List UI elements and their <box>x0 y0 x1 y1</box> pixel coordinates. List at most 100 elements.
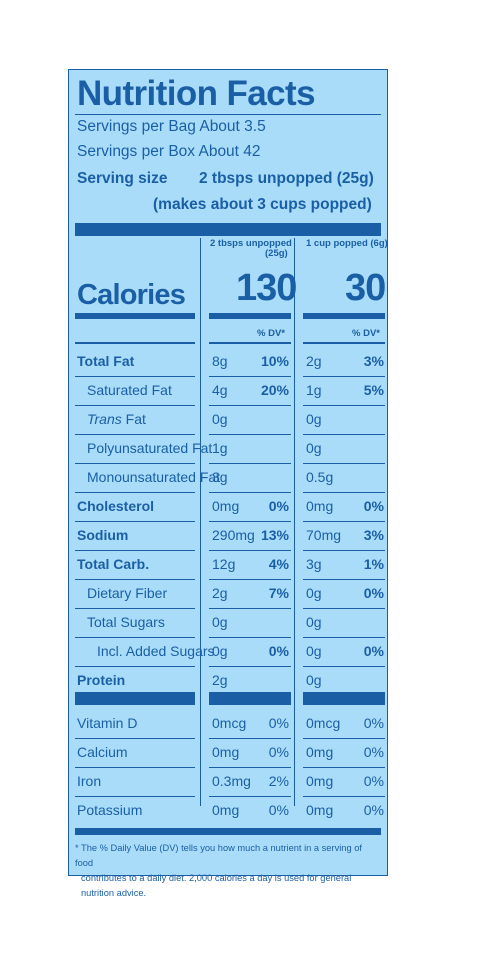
row-rule-left <box>75 608 195 609</box>
nutrient-name: Protein <box>77 672 126 688</box>
nutrient-dv-col2: 5% <box>363 382 384 398</box>
nutrient-amount-col1: 1g <box>212 440 228 456</box>
nutrient-name: Total Sugars <box>87 614 165 630</box>
row-rule-col2 <box>303 492 385 493</box>
vitamin-amount-col1: 0mg <box>212 802 240 818</box>
nutrient-name: Total Carb. <box>77 556 150 572</box>
row-rule-col2 <box>303 666 385 667</box>
nutrient-amount-col2: 0g <box>306 643 322 659</box>
footnote-line-1: * The % Daily Value (DV) tells you how m… <box>75 843 362 868</box>
vitamin-amount-col2: 0mg <box>306 773 334 789</box>
nutrition-facts-panel: Nutrition Facts Servings per Bag About 3… <box>68 69 388 898</box>
nutrient-amount-col2: 0g <box>306 585 322 601</box>
row-rule-left <box>75 492 195 493</box>
row-rule-col2 <box>303 463 385 464</box>
footnote: * The % Daily Value (DV) tells you how m… <box>75 841 381 901</box>
nutrient-amount-col1: 8g <box>212 353 228 369</box>
vit-rule-col1 <box>209 767 291 768</box>
vitamin-dv-col1: 2% <box>268 773 289 789</box>
nutrient-amount-col1: 0g <box>212 614 228 630</box>
nutrient-amount-col2: 0.5g <box>306 469 334 485</box>
nutrient-amount-col1: 12g <box>212 556 236 572</box>
row-rule-col2 <box>303 521 385 522</box>
nutrient-dv-col2: 1% <box>363 556 384 572</box>
row-rule-col1 <box>209 405 291 406</box>
nutrient-name: Polyunsaturated Fat <box>87 440 213 456</box>
row-rule-left <box>75 579 195 580</box>
serving-size-note: (makes about 3 cups popped) <box>153 196 372 213</box>
nutrient-dv-col1: 0% <box>268 643 289 659</box>
vitamin-amount-col2: 0mg <box>306 802 334 818</box>
nutrient-amount-col2: 70mg <box>306 527 342 543</box>
row-rule-left <box>75 666 195 667</box>
dv-rule-col1 <box>209 342 291 344</box>
row-rule-col2 <box>303 637 385 638</box>
col1-header-weight: (25g) <box>265 248 288 259</box>
title-rule <box>75 114 381 115</box>
nutrient-dv-col1: 7% <box>268 585 289 601</box>
vitamin-dv-col1: 0% <box>268 802 289 818</box>
nutrient-amount-col2: 0mg <box>306 498 334 514</box>
vit-rule-col1 <box>209 738 291 739</box>
vitamin-dv-col2: 0% <box>363 715 384 731</box>
nutrient-amount-col2: 3g <box>306 556 322 572</box>
vit-rule-col2 <box>303 767 385 768</box>
serving-size-value: 2 tbsps unpopped (25g) <box>199 170 374 187</box>
footnote-rule <box>75 828 381 835</box>
nutrient-name: Saturated Fat <box>87 382 172 398</box>
servings-per-bag: Servings per Bag About 3.5 <box>77 118 266 135</box>
footnote-line-2: contributes to a daily diet. 2,000 calor… <box>81 873 352 898</box>
nutrient-dv-col1: 10% <box>260 353 289 369</box>
divider-2 <box>294 238 295 806</box>
row-rule-col2 <box>303 405 385 406</box>
vitamin-name: Vitamin D <box>77 715 138 731</box>
dv-label-col2: % DV* <box>352 328 380 339</box>
vitamin-dv-col2: 0% <box>363 773 384 789</box>
row-rule-col1 <box>209 376 291 377</box>
divider-1 <box>200 238 201 806</box>
dv-rule-col2 <box>303 342 385 344</box>
nutrient-name-italic: Trans <box>87 411 122 427</box>
vitamin-dv-col2: 0% <box>363 744 384 760</box>
nutrient-dv-col2: 3% <box>363 353 384 369</box>
nutrient-amount-col1: 0g <box>212 643 228 659</box>
nutrient-amount-col2: 0g <box>306 411 322 427</box>
row-rule-col2 <box>303 434 385 435</box>
nutrient-amount-col2: 1g <box>306 382 322 398</box>
nutrient-amount-col1: 2g <box>212 672 228 688</box>
vitamin-amount-col1: 0mcg <box>212 715 247 731</box>
vitamin-name: Calcium <box>77 744 128 760</box>
nutrient-name: Incl. Added Sugars <box>97 643 215 659</box>
vit-rule-col1 <box>209 796 291 797</box>
nutrient-amount-col1: 2g <box>212 585 228 601</box>
dv-rule-left <box>75 342 195 344</box>
row-rule-col1 <box>209 521 291 522</box>
row-rule-col2 <box>303 376 385 377</box>
vitamin-amount-col1: 0.3mg <box>212 773 251 789</box>
vit-rule-left <box>75 796 195 797</box>
col1-header: 2 tbsps unpopped <box>210 238 292 249</box>
nutrient-dv-col2: 0% <box>363 498 384 514</box>
col2-header: 1 cup popped (6g) <box>306 238 388 249</box>
row-rule-col1 <box>209 463 291 464</box>
nutrient-amount-col2: 0g <box>306 672 322 688</box>
vit-rule-left <box>75 738 195 739</box>
vitamin-amount-col2: 0mg <box>306 744 334 760</box>
vit-rule-col2 <box>303 796 385 797</box>
calories-col2: 30 <box>345 267 386 309</box>
nutrient-amount-col1: 3g <box>212 469 228 485</box>
nutrient-amount-col1: 290mg <box>212 527 255 543</box>
row-rule-left <box>75 376 195 377</box>
servings-per-box: Servings per Box About 42 <box>77 143 261 160</box>
nutrient-dv-col1: 0% <box>268 498 289 514</box>
calories-rule-left <box>75 313 195 319</box>
nutrient-amount-col2: 0g <box>306 440 322 456</box>
nutrient-amount-col2: 0g <box>306 614 322 630</box>
serving-size-label: Serving size <box>77 170 168 187</box>
nutrient-amount-col1: 0mg <box>212 498 240 514</box>
nutrient-dv-col2: 0% <box>363 585 384 601</box>
row-rule-col1 <box>209 550 291 551</box>
nutrient-name: Monounsaturated Fat <box>87 469 221 485</box>
row-rule-left <box>75 463 195 464</box>
nutrient-amount-col2: 2g <box>306 353 322 369</box>
